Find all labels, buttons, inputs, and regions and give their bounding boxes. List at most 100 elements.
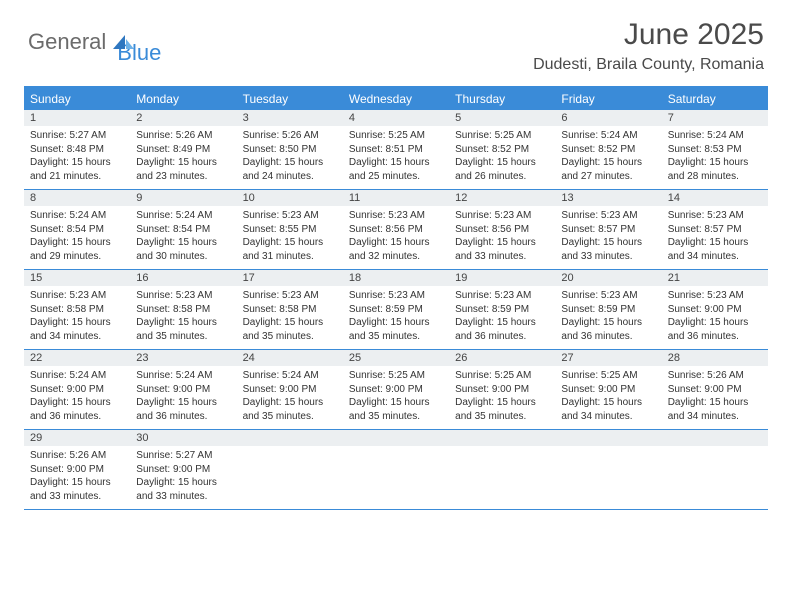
day-number: 5 (449, 110, 555, 126)
daylight-text-1: Daylight: 15 hours (561, 316, 655, 330)
day-cell (555, 430, 661, 509)
day-cell: 22Sunrise: 5:24 AMSunset: 9:00 PMDayligh… (24, 350, 130, 429)
daylight-text-2: and 30 minutes. (136, 250, 230, 264)
day-number: 22 (24, 350, 130, 366)
sunset-text: Sunset: 9:00 PM (243, 383, 337, 397)
daylight-text-2: and 36 minutes. (30, 410, 124, 424)
dow-friday: Friday (555, 88, 661, 110)
day-body: Sunrise: 5:26 AMSunset: 8:50 PMDaylight:… (237, 126, 343, 189)
sunset-text: Sunset: 8:49 PM (136, 143, 230, 157)
daylight-text-2: and 35 minutes. (349, 410, 443, 424)
daylight-text-2: and 33 minutes. (561, 250, 655, 264)
daylight-text-2: and 33 minutes. (455, 250, 549, 264)
sunrise-text: Sunrise: 5:26 AM (668, 369, 762, 383)
day-number: 18 (343, 270, 449, 286)
daylight-text-2: and 36 minutes. (668, 330, 762, 344)
sunset-text: Sunset: 8:48 PM (30, 143, 124, 157)
day-body: Sunrise: 5:23 AMSunset: 8:58 PMDaylight:… (24, 286, 130, 349)
sunrise-text: Sunrise: 5:24 AM (561, 129, 655, 143)
daylight-text-1: Daylight: 15 hours (561, 236, 655, 250)
day-number: 21 (662, 270, 768, 286)
day-body: Sunrise: 5:23 AMSunset: 8:58 PMDaylight:… (130, 286, 236, 349)
day-number: 3 (237, 110, 343, 126)
sunset-text: Sunset: 9:00 PM (561, 383, 655, 397)
daylight-text-2: and 33 minutes. (30, 490, 124, 504)
day-cell: 4Sunrise: 5:25 AMSunset: 8:51 PMDaylight… (343, 110, 449, 189)
sunrise-text: Sunrise: 5:25 AM (349, 129, 443, 143)
day-cell: 6Sunrise: 5:24 AMSunset: 8:52 PMDaylight… (555, 110, 661, 189)
day-number: 11 (343, 190, 449, 206)
day-cell: 30Sunrise: 5:27 AMSunset: 9:00 PMDayligh… (130, 430, 236, 509)
daylight-text-2: and 36 minutes. (561, 330, 655, 344)
dow-sunday: Sunday (24, 88, 130, 110)
week-row: 22Sunrise: 5:24 AMSunset: 9:00 PMDayligh… (24, 350, 768, 430)
day-body-empty (343, 446, 449, 494)
sunrise-text: Sunrise: 5:24 AM (243, 369, 337, 383)
day-cell: 16Sunrise: 5:23 AMSunset: 8:58 PMDayligh… (130, 270, 236, 349)
sunrise-text: Sunrise: 5:26 AM (30, 449, 124, 463)
day-cell (662, 430, 768, 509)
day-cell: 11Sunrise: 5:23 AMSunset: 8:56 PMDayligh… (343, 190, 449, 269)
day-body: Sunrise: 5:23 AMSunset: 8:59 PMDaylight:… (449, 286, 555, 349)
day-body: Sunrise: 5:25 AMSunset: 8:52 PMDaylight:… (449, 126, 555, 189)
sunrise-text: Sunrise: 5:23 AM (455, 209, 549, 223)
sunset-text: Sunset: 8:50 PM (243, 143, 337, 157)
sunset-text: Sunset: 8:59 PM (561, 303, 655, 317)
sunset-text: Sunset: 8:54 PM (30, 223, 124, 237)
sunrise-text: Sunrise: 5:23 AM (243, 209, 337, 223)
day-cell: 1Sunrise: 5:27 AMSunset: 8:48 PMDaylight… (24, 110, 130, 189)
day-body: Sunrise: 5:25 AMSunset: 9:00 PMDaylight:… (449, 366, 555, 429)
day-body: Sunrise: 5:26 AMSunset: 9:00 PMDaylight:… (662, 366, 768, 429)
daylight-text-1: Daylight: 15 hours (243, 236, 337, 250)
day-number-empty (555, 430, 661, 446)
day-number: 24 (237, 350, 343, 366)
sunset-text: Sunset: 9:00 PM (455, 383, 549, 397)
daylight-text-1: Daylight: 15 hours (136, 396, 230, 410)
title-block: June 2025 Dudesti, Braila County, Romani… (533, 18, 764, 74)
day-body-empty (449, 446, 555, 494)
dow-monday: Monday (130, 88, 236, 110)
sunset-text: Sunset: 9:00 PM (668, 383, 762, 397)
day-number: 28 (662, 350, 768, 366)
day-body: Sunrise: 5:24 AMSunset: 9:00 PMDaylight:… (130, 366, 236, 429)
daylight-text-1: Daylight: 15 hours (455, 316, 549, 330)
sunrise-text: Sunrise: 5:25 AM (455, 129, 549, 143)
day-number: 1 (24, 110, 130, 126)
day-body: Sunrise: 5:26 AMSunset: 8:49 PMDaylight:… (130, 126, 236, 189)
sunrise-text: Sunrise: 5:27 AM (30, 129, 124, 143)
sunrise-text: Sunrise: 5:23 AM (30, 289, 124, 303)
sunrise-text: Sunrise: 5:23 AM (349, 289, 443, 303)
daylight-text-1: Daylight: 15 hours (561, 396, 655, 410)
daylight-text-1: Daylight: 15 hours (136, 316, 230, 330)
day-number: 25 (343, 350, 449, 366)
daylight-text-2: and 33 minutes. (136, 490, 230, 504)
day-body-empty (555, 446, 661, 494)
sunset-text: Sunset: 8:59 PM (349, 303, 443, 317)
day-cell: 24Sunrise: 5:24 AMSunset: 9:00 PMDayligh… (237, 350, 343, 429)
logo: General Blue (28, 18, 161, 66)
day-number: 8 (24, 190, 130, 206)
day-cell: 15Sunrise: 5:23 AMSunset: 8:58 PMDayligh… (24, 270, 130, 349)
sunrise-text: Sunrise: 5:23 AM (561, 209, 655, 223)
day-number: 2 (130, 110, 236, 126)
sunrise-text: Sunrise: 5:26 AM (136, 129, 230, 143)
sunrise-text: Sunrise: 5:24 AM (668, 129, 762, 143)
day-body: Sunrise: 5:26 AMSunset: 9:00 PMDaylight:… (24, 446, 130, 509)
sunset-text: Sunset: 8:56 PM (349, 223, 443, 237)
daylight-text-1: Daylight: 15 hours (136, 476, 230, 490)
day-cell: 23Sunrise: 5:24 AMSunset: 9:00 PMDayligh… (130, 350, 236, 429)
day-body-empty (237, 446, 343, 494)
sunrise-text: Sunrise: 5:25 AM (455, 369, 549, 383)
daylight-text-2: and 34 minutes. (30, 330, 124, 344)
daylight-text-1: Daylight: 15 hours (668, 156, 762, 170)
daylight-text-2: and 35 minutes. (136, 330, 230, 344)
day-number: 13 (555, 190, 661, 206)
day-cell: 7Sunrise: 5:24 AMSunset: 8:53 PMDaylight… (662, 110, 768, 189)
week-row: 15Sunrise: 5:23 AMSunset: 8:58 PMDayligh… (24, 270, 768, 350)
sunset-text: Sunset: 9:00 PM (668, 303, 762, 317)
dow-thursday: Thursday (449, 88, 555, 110)
sunrise-text: Sunrise: 5:24 AM (30, 369, 124, 383)
day-cell: 12Sunrise: 5:23 AMSunset: 8:56 PMDayligh… (449, 190, 555, 269)
day-number: 30 (130, 430, 236, 446)
daylight-text-1: Daylight: 15 hours (30, 476, 124, 490)
